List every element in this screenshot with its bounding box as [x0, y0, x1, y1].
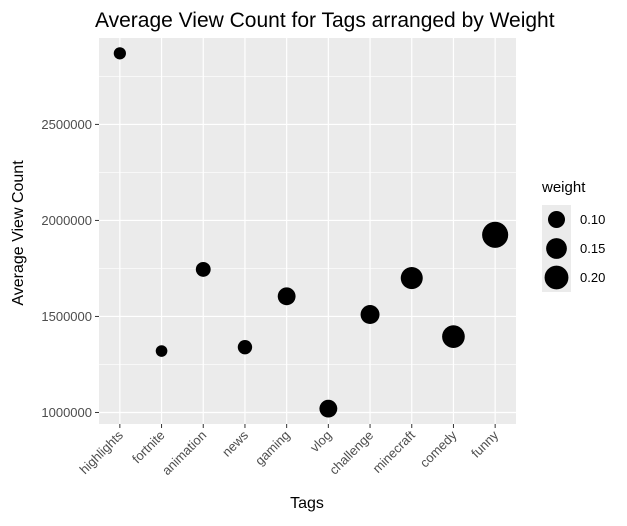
data-point-fortnite — [155, 345, 168, 357]
y-tick-label: 1500000 — [41, 309, 92, 324]
y-axis-ticks: 1000000 1500000 2000000 2500000 — [41, 117, 99, 420]
legend-label: 0.20 — [580, 270, 605, 285]
x-axis-title: Tags — [290, 495, 324, 512]
x-tick-label-fortnite: fortnite — [129, 428, 168, 467]
legend-label: 0.10 — [580, 212, 605, 227]
data-point-gaming — [277, 287, 296, 306]
legend: weight 0.10 0.15 0.20 — [541, 179, 605, 292]
y-tick-label: 1000000 — [41, 405, 92, 420]
x-tick-label-vlog: vlog — [307, 428, 334, 455]
x-tick-label-gaming: gaming — [252, 428, 293, 469]
data-point-animation — [195, 261, 211, 277]
data-point-minecraft — [400, 267, 423, 290]
legend-label: 0.15 — [580, 241, 605, 256]
x-tick-label-challenge: challenge — [326, 428, 376, 478]
data-point-comedy — [442, 325, 465, 348]
chart-title: Average View Count for Tags arranged by … — [95, 9, 555, 32]
x-tick-label-highlights: highlights — [77, 427, 127, 477]
data-point-funny — [482, 221, 509, 248]
data-point-highlights — [113, 47, 126, 60]
legend-title: weight — [541, 179, 586, 196]
data-point-vlog — [319, 399, 338, 418]
x-tick-label-animation: animation — [159, 428, 209, 478]
legend-key-point — [546, 238, 567, 259]
y-tick-label: 2000000 — [41, 213, 92, 228]
panel-background — [99, 38, 516, 424]
x-tick-label-funny: funny — [468, 427, 501, 460]
plot-panel — [99, 38, 516, 424]
legend-key-point — [544, 265, 569, 290]
y-axis-title: Average View Count — [10, 160, 27, 306]
y-tick-label: 2500000 — [41, 117, 92, 132]
data-point-news — [237, 340, 253, 355]
x-tick-label-minecraft: minecraft — [369, 427, 418, 476]
x-tick-label-comedy: comedy — [417, 427, 460, 470]
legend-key-point — [547, 210, 566, 229]
x-tick-label-news: news — [219, 427, 251, 459]
data-point-challenge — [360, 305, 380, 325]
